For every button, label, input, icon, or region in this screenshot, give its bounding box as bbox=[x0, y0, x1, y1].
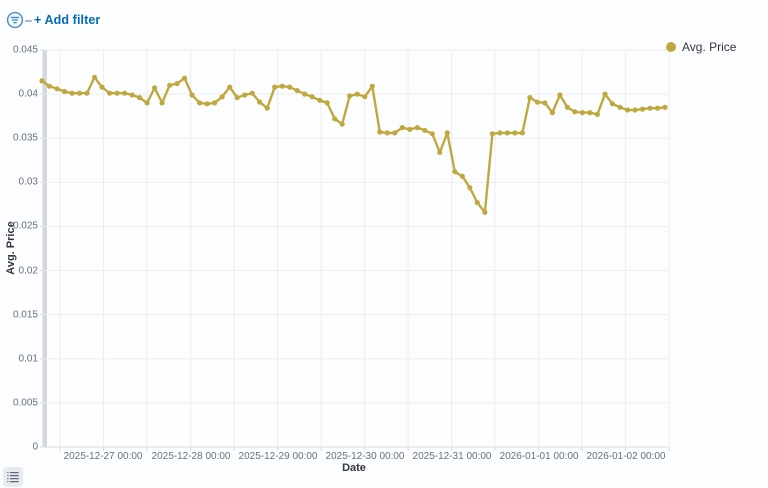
add-filter-button[interactable]: + Add filter bbox=[34, 13, 101, 27]
x-tick-label: 2025-12-30 00:00 bbox=[325, 451, 405, 462]
legend-item-avg-price[interactable]: Avg. Price bbox=[666, 40, 736, 54]
legend-series-dot bbox=[666, 42, 676, 52]
y-tick-label: 0.005 bbox=[12, 397, 38, 409]
y-tick-label: 0.01 bbox=[18, 353, 38, 365]
x-tick-label: 2025-12-31 00:00 bbox=[412, 451, 492, 462]
filter-circle-icon bbox=[6, 11, 24, 29]
y-tick-label: 0.045 bbox=[12, 44, 38, 56]
filter-bar-divider bbox=[25, 20, 32, 22]
x-tick-label: 2025-12-27 00:00 bbox=[63, 451, 143, 462]
legend-toggle-button[interactable] bbox=[3, 467, 23, 487]
y-tick-label: 0.02 bbox=[18, 265, 38, 277]
x-tick-label: 2025-12-28 00:00 bbox=[151, 451, 231, 462]
y-tick-label: 0.03 bbox=[18, 176, 38, 188]
x-tick-label: 2026-01-02 00:00 bbox=[586, 451, 666, 462]
filter-menu-button[interactable] bbox=[6, 11, 24, 29]
legend-series-label: Avg. Price bbox=[682, 40, 737, 54]
x-tick-label: 2025-12-29 00:00 bbox=[238, 451, 318, 462]
y-tick-label: 0 bbox=[32, 441, 38, 453]
y-tick-label: 0.015 bbox=[12, 309, 38, 321]
y-tick-label: 0.025 bbox=[12, 220, 38, 232]
x-axis-title: Date bbox=[342, 462, 366, 474]
legend-list-icon bbox=[7, 471, 19, 483]
x-tick-label: 2026-01-01 00:00 bbox=[499, 451, 579, 462]
y-tick-label: 0.04 bbox=[18, 88, 38, 100]
y-tick-label: 0.035 bbox=[12, 132, 38, 144]
